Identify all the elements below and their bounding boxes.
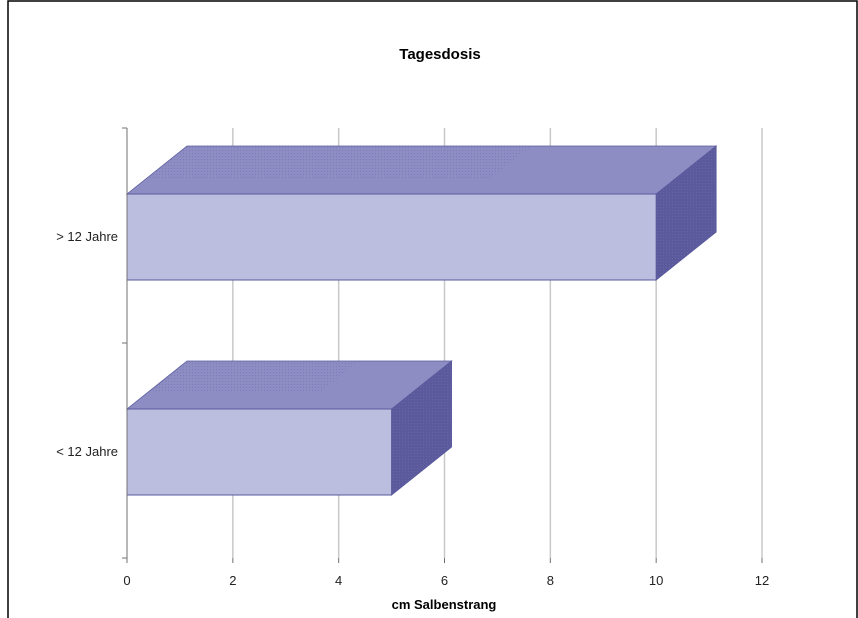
bar-side-texture: [656, 146, 717, 280]
x-axis-title: cm Salbenstrang: [392, 597, 497, 612]
bar-front-face: [126, 408, 393, 496]
bar: [125, 145, 718, 281]
x-tick-label: 2: [229, 573, 236, 588]
bar-side-texture: [391, 361, 452, 495]
y-category-label: > 12 Jahre: [56, 229, 118, 244]
x-tick-label: 4: [335, 573, 342, 588]
chart-border: [7, 0, 858, 618]
bar-top-texture: [147, 146, 531, 178]
x-tick-label: 10: [649, 573, 663, 588]
x-tick-label: 0: [123, 573, 130, 588]
chart-title: Tagesdosis: [399, 46, 480, 63]
axis-layer: 0 2 4 6 8 10 12 > 12 Jahre < 12 Jahre: [56, 127, 769, 588]
y-category-label: < 12 Jahre: [56, 444, 118, 459]
x-tick-label: 8: [547, 573, 554, 588]
bar-front-face: [126, 193, 657, 281]
x-tick-label: 12: [755, 573, 769, 588]
x-tick-label: 6: [441, 573, 448, 588]
bar: [125, 360, 453, 496]
bar-layer: [125, 145, 718, 496]
bar-top-texture: [147, 361, 359, 393]
